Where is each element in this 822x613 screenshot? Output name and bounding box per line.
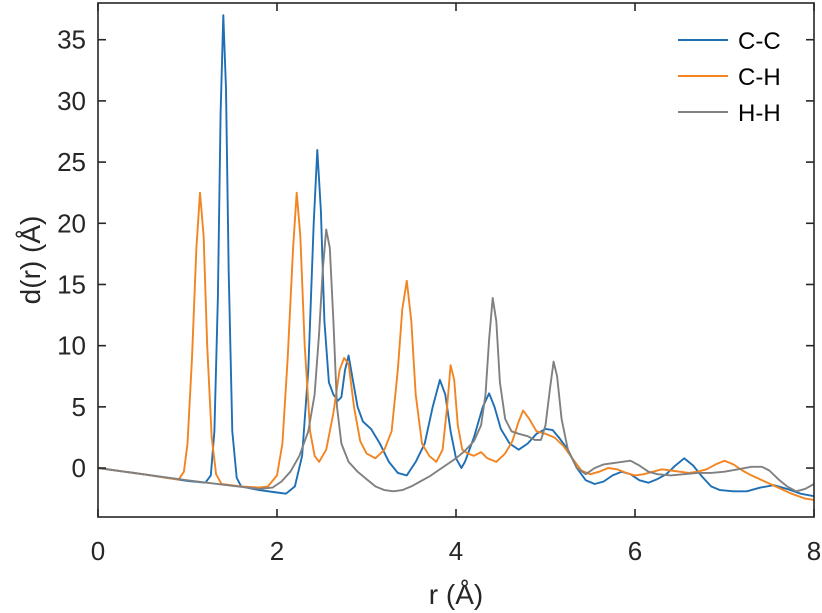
ticks-layer: 0 2 4 6 8 0 5 10 15 20 25 30 35 bbox=[57, 3, 821, 566]
series-line-c-c bbox=[98, 14, 814, 498]
y-tick-label: 10 bbox=[57, 331, 86, 361]
y-tick-label: 30 bbox=[57, 86, 86, 116]
x-tick-label: 0 bbox=[91, 536, 105, 566]
series-layer bbox=[98, 14, 814, 501]
y-tick-label: 15 bbox=[57, 269, 86, 299]
x-tick-label: 8 bbox=[807, 536, 821, 566]
legend: C-C C-H H-H bbox=[678, 28, 781, 127]
legend-label-h-h: H-H bbox=[738, 100, 781, 127]
x-tick-label: 4 bbox=[449, 536, 463, 566]
y-tick-label: 5 bbox=[72, 392, 86, 422]
y-tick-label: 20 bbox=[57, 208, 86, 238]
legend-label-c-c: C-C bbox=[738, 28, 781, 55]
y-tick-label: 0 bbox=[72, 453, 86, 483]
x-tick-label: 2 bbox=[270, 536, 284, 566]
y-axis-label: d(r) (Å) bbox=[15, 216, 46, 305]
x-tick-label: 6 bbox=[628, 536, 642, 566]
plot-frame bbox=[97, 2, 815, 518]
series-line-h-h bbox=[98, 228, 814, 493]
series-line-c-h bbox=[98, 191, 814, 501]
y-tick-label: 35 bbox=[57, 25, 86, 55]
y-tick-label: 25 bbox=[57, 147, 86, 177]
x-axis-label: r (Å) bbox=[429, 579, 483, 610]
legend-label-c-h: C-H bbox=[738, 64, 781, 91]
